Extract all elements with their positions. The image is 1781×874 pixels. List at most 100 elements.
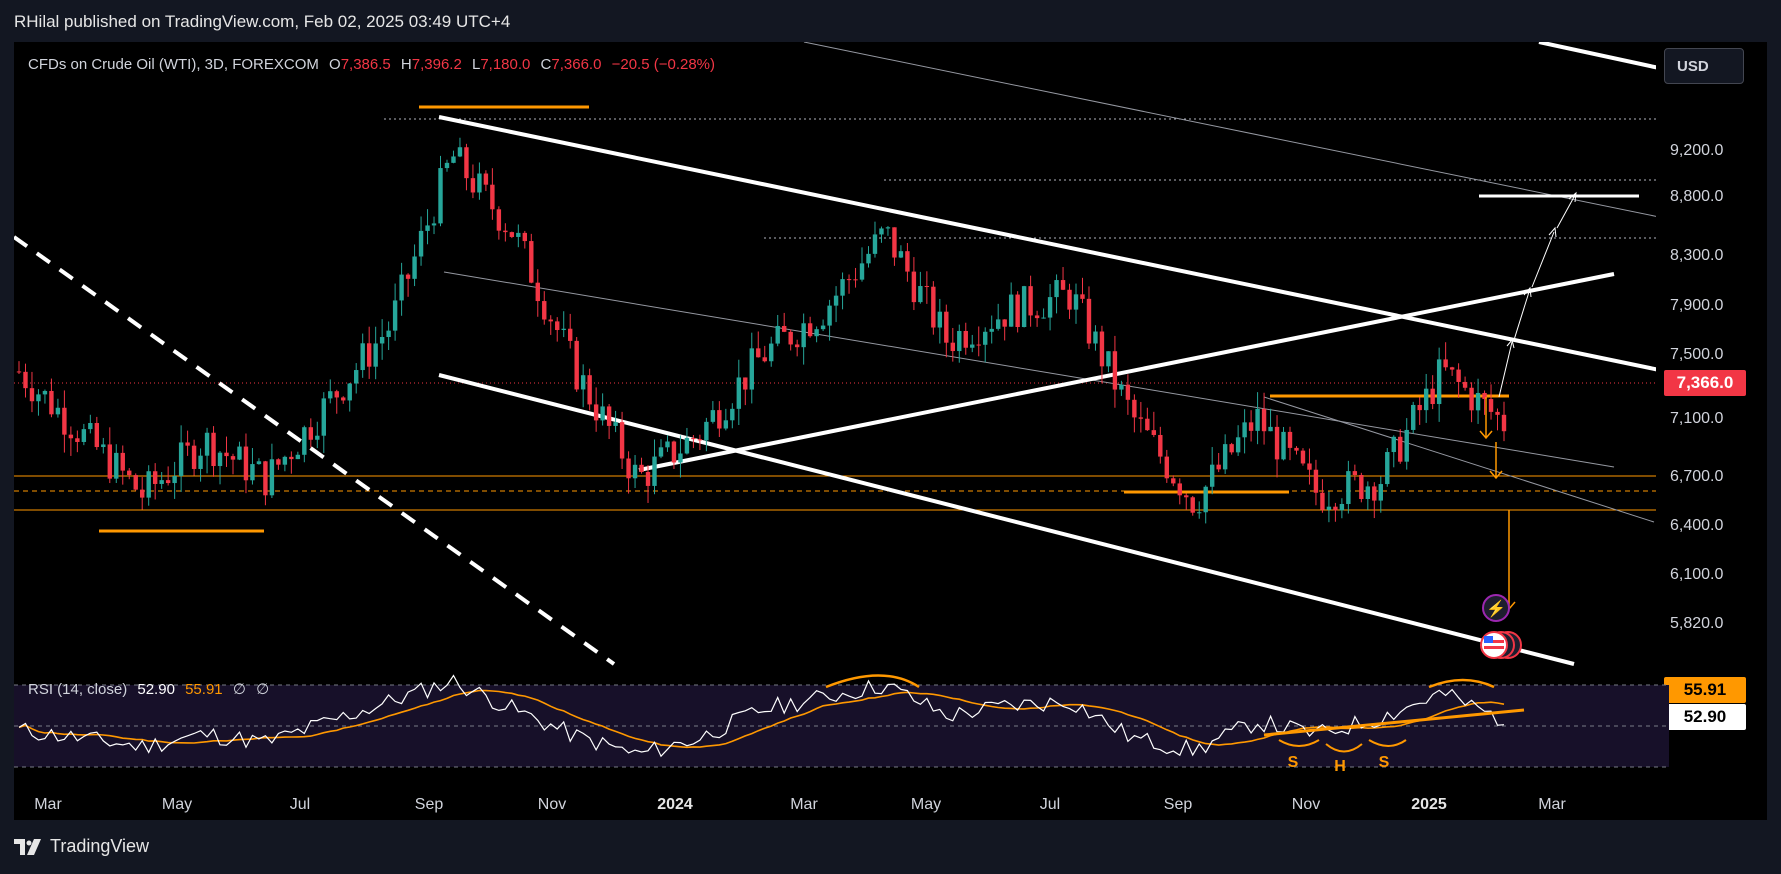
candle-up (159, 480, 164, 484)
candle-down (29, 388, 35, 402)
candle-up (457, 147, 463, 157)
candle-down (1060, 280, 1066, 290)
candle-down (1184, 495, 1189, 498)
price-tick: 5,820.0 (1670, 615, 1724, 632)
candle-down (1112, 351, 1118, 390)
candle-up (866, 253, 871, 264)
current-price-badge: 7,366.0 (1664, 370, 1746, 396)
candle-up (250, 464, 255, 481)
ascending-trendline (638, 272, 1615, 472)
candle-up (600, 406, 605, 421)
candle-up (477, 173, 482, 193)
candle-down (619, 422, 625, 459)
candle-down (509, 232, 515, 237)
candle-down (1171, 478, 1176, 484)
candle-down (470, 178, 476, 193)
candle-down (1190, 497, 1195, 513)
time-axis[interactable]: Mar May Jul Sep Nov 2024 Mar May Jul Sep… (14, 786, 1664, 816)
candle-up (1073, 294, 1079, 310)
candle-down (1482, 392, 1487, 400)
rsi-ma-badge: 55.91 (1664, 677, 1746, 703)
candle-up (957, 330, 962, 352)
currency-button[interactable]: USD (1664, 48, 1744, 84)
candle-down (152, 471, 158, 484)
candle-down (542, 301, 547, 320)
candle-down (924, 286, 930, 288)
rsi-legend[interactable]: RSI (14, close) 52.90 55.91 ∅ ∅ (28, 680, 275, 698)
tradingview-logo-icon (14, 838, 41, 855)
rsi-pane[interactable]: S H S (14, 667, 1669, 777)
candle-down (1028, 286, 1033, 316)
candle-down (671, 441, 677, 463)
time-tick: Mar (790, 796, 818, 813)
candle-up (665, 441, 670, 448)
candle-down (944, 311, 949, 343)
candle-up (204, 432, 210, 456)
candle-up (360, 343, 365, 371)
candle-up (814, 329, 819, 337)
candle-down (976, 344, 981, 346)
candle-up (879, 228, 884, 235)
candle-down (1080, 294, 1085, 299)
candle-down (892, 227, 897, 258)
chart-panel[interactable]: ⚡ CFDs on Crude Oil (WTI), 3D, FOREXCOM … (14, 42, 1767, 820)
candle-up (1281, 431, 1286, 460)
candle-down (1333, 506, 1338, 511)
rsi-null-2: ∅ (256, 681, 270, 698)
candle-up (1209, 464, 1215, 487)
candle-up (444, 162, 450, 169)
candle-down (1359, 475, 1364, 500)
close-label: C (540, 56, 552, 73)
candle-down (522, 232, 528, 242)
rsi-label[interactable]: RSI (14, close) (28, 681, 128, 698)
candle-down (606, 406, 612, 426)
tradingview-logo[interactable]: TradingView (14, 836, 149, 857)
candle-down (950, 342, 955, 352)
candle-down (905, 251, 910, 272)
candle-up (885, 227, 891, 229)
candle-down (49, 390, 54, 415)
candle-up (321, 398, 326, 436)
candle-up (937, 311, 943, 328)
candle-up (658, 447, 664, 457)
candle-up (172, 476, 177, 484)
symbol-legend[interactable]: CFDs on Crude Oil (WTI), 3D, FOREXCOM O7… (28, 56, 721, 73)
time-tick: Nov (1291, 796, 1321, 813)
candle-down (639, 464, 644, 472)
candle-up (198, 455, 203, 469)
candle-down (140, 489, 145, 498)
time-tick-year: 2024 (657, 796, 693, 813)
candle-up (1339, 503, 1345, 511)
candle-down (691, 437, 696, 440)
candle-up (749, 348, 754, 390)
symbol-name[interactable]: CFDs on Crude Oil (WTI), 3D, FOREXCOM (28, 56, 319, 73)
candle-up (217, 452, 223, 467)
candle-up (425, 225, 430, 231)
candle-down (1417, 404, 1422, 411)
candle-down (1229, 444, 1234, 453)
candle-down (781, 325, 787, 332)
candle-down (405, 274, 411, 279)
candle-up (995, 319, 1001, 329)
price-tick: 8,800.0 (1670, 188, 1724, 205)
candle-down (1495, 411, 1500, 415)
rsi-top-arc-2 (1428, 678, 1495, 689)
brand-name: TradingView (50, 836, 150, 856)
time-tick: Jul (289, 796, 311, 813)
candle-up (328, 391, 333, 399)
top-bar: RHilal published on TradingView.com, Feb… (0, 0, 1781, 42)
candlestick-series (16, 137, 1507, 524)
candle-down (1462, 381, 1468, 388)
publisher-line: RHilal published on TradingView.com, Feb… (14, 12, 511, 31)
candle-up (736, 377, 742, 409)
candle-up (88, 423, 93, 430)
time-tick: Nov (537, 796, 567, 813)
price-axis[interactable]: USD 9,200.0 8,800.0 8,300.0 7,900.0 7,50… (1656, 42, 1767, 820)
candle-down (23, 371, 28, 389)
price-chart[interactable]: ⚡ (14, 42, 1656, 742)
candle-down (243, 446, 249, 481)
candle-up (1047, 297, 1053, 318)
candle-up (282, 456, 288, 465)
candle-down (626, 458, 631, 479)
rsi-shoulder-arc-1 (1278, 739, 1320, 747)
